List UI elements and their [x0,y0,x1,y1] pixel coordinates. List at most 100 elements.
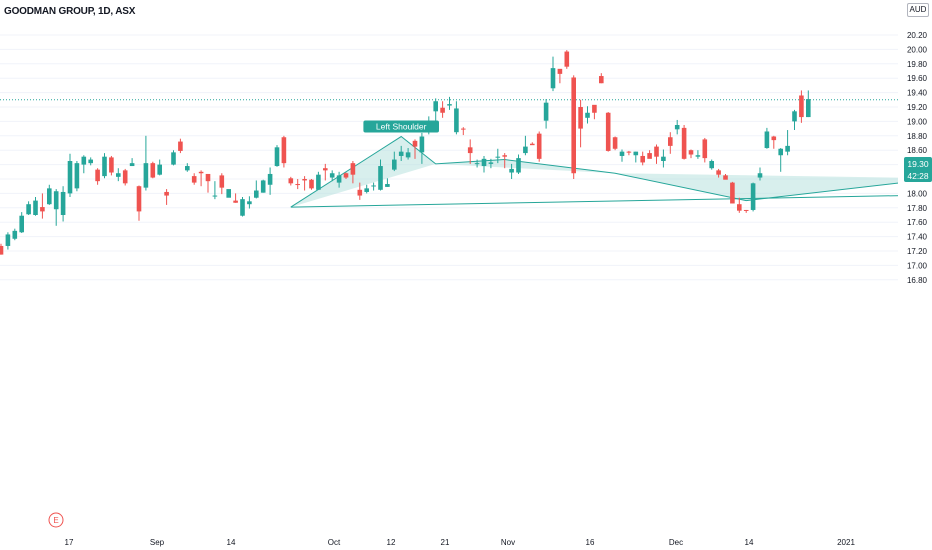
candle-body [433,101,438,112]
pattern-fill [435,159,616,174]
candle-body [778,148,783,156]
candle [185,163,190,172]
x-tick-label: 14 [227,538,236,547]
candle-body [47,188,52,205]
x-tick-label: 14 [745,538,754,547]
candle [516,154,521,174]
candle-body [198,171,204,174]
candle-body [557,68,563,74]
x-tick-label: Dec [669,538,683,547]
candle-body [26,204,31,215]
candle [564,50,570,69]
candle-body [40,207,45,212]
symbol-title[interactable]: GOODMAN GROUP, 1D, ASX [4,6,136,17]
candle-body [467,147,473,154]
x-tick-label: Oct [328,538,341,547]
candle [212,181,218,200]
candle-body [260,180,266,193]
candle-body [454,108,459,133]
candle [122,168,128,186]
candle [336,171,342,188]
candle [81,155,87,174]
candle [640,151,645,166]
candle [481,155,487,173]
candle [654,144,659,164]
price-scale-background[interactable] [898,0,932,550]
candle [688,149,694,159]
currency-badge[interactable]: AUD [907,3,929,17]
y-tick-label: 17.00 [907,261,928,270]
candle [743,209,749,213]
pattern-neckline [290,194,932,208]
candle-body [129,163,135,167]
candle-body [122,170,128,184]
candle [60,186,66,222]
candle [723,173,728,180]
candle [0,243,4,255]
candle-body [185,166,190,171]
candle-body [530,143,535,146]
candle-body [702,139,708,159]
candle [33,197,38,216]
candle-body [799,95,804,118]
candle [750,182,756,212]
candle-body [502,155,507,157]
candle-body [674,125,680,130]
candle-body [640,155,645,163]
candle [247,196,252,209]
candle-body [688,150,694,155]
candle [288,176,294,186]
candle [543,99,549,129]
candle [502,153,507,169]
candle [136,185,142,221]
candle [605,112,611,152]
candle [737,197,742,213]
candle [764,127,770,149]
last-price-tag-bg [904,157,932,182]
pattern-fill [615,173,932,201]
candle [523,135,528,156]
candle-body [716,170,721,175]
candle-body [274,147,280,167]
candle [371,182,376,191]
candle [53,189,59,226]
y-tick-label: 18.60 [907,146,928,155]
candle-body [605,112,611,151]
candle [571,75,576,179]
candle [488,158,494,169]
candle [233,193,238,203]
candle [757,167,763,181]
candle-body [357,189,363,196]
candle-body [474,163,480,165]
candle [316,171,321,190]
candle-body [19,215,24,233]
earnings-event-marker[interactable]: E [48,512,64,528]
x-axis[interactable]: 17 Sep 14 Oct 12 21 Nov 16 Dec 14 2021 [65,538,856,547]
candle-body [509,168,514,173]
candle-body [371,185,376,187]
candle-body [647,153,652,159]
candle-body [150,163,156,178]
candle [74,161,80,192]
y-tick-label: 17.20 [907,247,928,256]
candle-series [0,50,811,255]
candle-body [612,137,618,149]
candle-body [516,158,521,173]
y-tick-label: 20.20 [907,31,928,40]
candle [454,101,459,135]
candle-body [405,152,411,158]
x-tick-label: 12 [387,538,396,547]
candle-body [695,155,701,157]
candle-body [743,209,749,211]
candle-body [67,161,73,194]
candle [447,96,452,110]
candle-body [785,145,790,152]
candle [116,168,121,182]
pattern-labels: Left ShoulderHeadRight Shoulder [363,120,439,133]
candle-body [267,173,273,185]
candle [302,176,307,191]
candle [88,157,93,166]
candle [143,135,149,191]
candle [461,127,466,136]
